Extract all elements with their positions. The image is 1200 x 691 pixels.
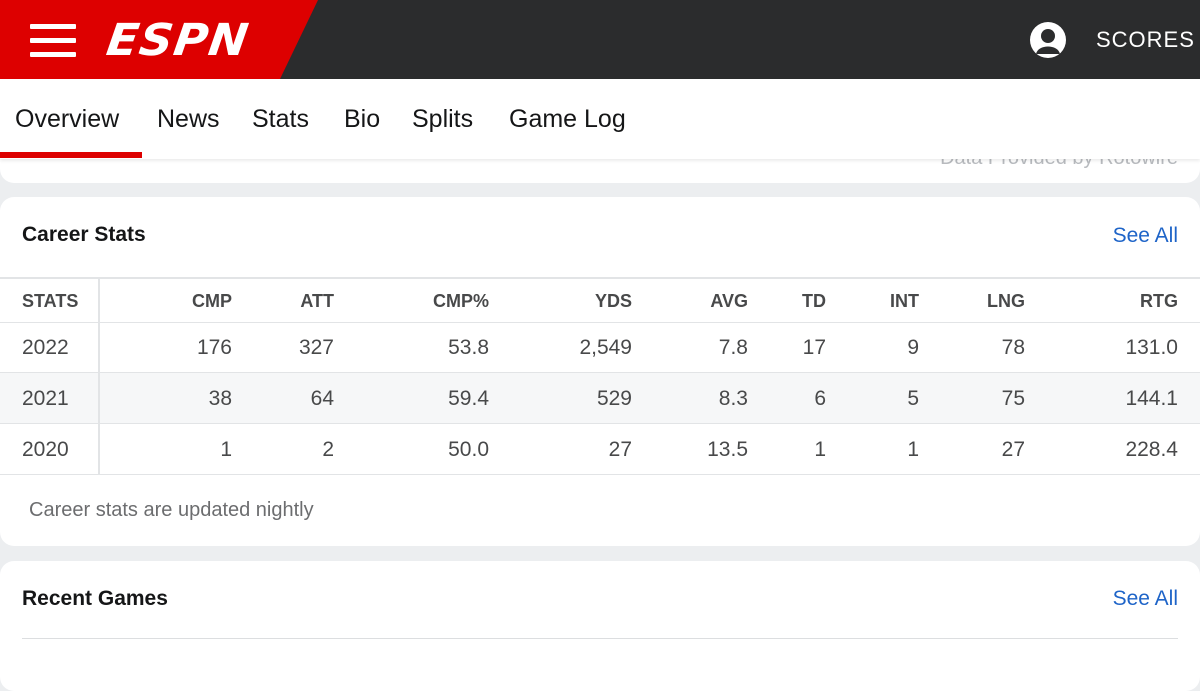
stat-cell: 176	[196, 336, 232, 359]
brand-red-panel	[0, 0, 318, 79]
career-stats-title: Career Stats	[22, 223, 146, 246]
stat-cell: 13.5	[707, 438, 748, 461]
column-divider	[98, 279, 100, 322]
stat-cell: 1	[220, 438, 232, 461]
stat-cell: 529	[596, 387, 632, 410]
stat-cell: 1	[814, 438, 826, 461]
column-divider	[98, 373, 100, 423]
stat-cell: 64	[310, 387, 334, 410]
stat-cell: 38	[208, 387, 232, 410]
column-header: CMP%	[432, 291, 489, 311]
tab-stats[interactable]: Stats	[252, 105, 309, 133]
column-header: ATT	[300, 291, 334, 311]
scores-link[interactable]: SCORES	[1096, 27, 1195, 52]
table-row: 2021 38 64 59.4 529 8.3 6 5 75 144.1	[0, 373, 1200, 424]
stat-cell: 228.4	[1125, 438, 1178, 461]
section-divider	[22, 638, 1178, 639]
season-cell: 2021	[22, 387, 69, 410]
stat-cell: 1	[907, 438, 919, 461]
top-nav-bar: ESPN SCORES	[0, 0, 1200, 79]
tab-news[interactable]: News	[157, 105, 220, 133]
espn-logo[interactable]: ESPN	[103, 15, 253, 66]
stat-cell: 53.8	[448, 336, 489, 359]
career-stats-card: Career Stats See All STATS CMP ATT CMP% …	[0, 197, 1200, 546]
table-header-row: STATS CMP ATT CMP% YDS AVG TD INT LNG RT…	[0, 277, 1200, 323]
brand-area: ESPN	[0, 0, 318, 79]
tab-game-log[interactable]: Game Log	[509, 105, 626, 133]
column-header: RTG	[1140, 291, 1178, 311]
column-header: CMP	[192, 291, 232, 311]
table-row: 2020 1 2 50.0 27 13.5 1 1 27 228.4	[0, 424, 1200, 475]
stat-cell: 7.8	[718, 336, 748, 359]
player-tabs: Overview News Stats Bio Splits Game Log	[0, 79, 1200, 159]
column-header: AVG	[710, 291, 748, 311]
stat-cell: 78	[1001, 336, 1025, 359]
stat-cell: 9	[907, 336, 919, 359]
account-icon[interactable]	[1030, 22, 1066, 58]
stat-cell: 5	[907, 387, 919, 410]
menu-icon[interactable]	[30, 22, 78, 58]
stat-cell: 27	[608, 438, 632, 461]
stat-cell: 17	[802, 336, 826, 359]
stat-cell: 327	[298, 336, 334, 359]
stat-cell: 59.4	[448, 387, 489, 410]
recent-games-see-all-link[interactable]: See All	[1112, 587, 1178, 610]
table-row: 2022 176 327 53.8 2,549 7.8 17 9 78 131.…	[0, 322, 1200, 373]
season-cell: 2022	[22, 336, 69, 359]
column-divider	[98, 424, 100, 474]
season-cell: 2020	[22, 438, 69, 461]
column-divider	[98, 322, 100, 372]
tab-overview[interactable]: Overview	[15, 105, 120, 133]
stat-cell: 2,549	[579, 336, 632, 359]
stat-cell: 2	[322, 438, 334, 461]
career-stats-note: Career stats are updated nightly	[29, 499, 314, 521]
career-stats-see-all-link[interactable]: See All	[1112, 224, 1178, 247]
recent-games-title: Recent Games	[22, 587, 168, 610]
stat-cell: 50.0	[448, 438, 489, 461]
stat-cell: 144.1	[1125, 387, 1178, 410]
column-header: YDS	[594, 291, 632, 311]
column-header: STATS	[22, 291, 79, 311]
stat-cell: 27	[1001, 438, 1025, 461]
active-tab-indicator	[0, 152, 142, 158]
stat-cell: 131.0	[1125, 336, 1178, 359]
column-header: INT	[890, 291, 919, 311]
stat-cell: 75	[1001, 387, 1025, 410]
column-header: LNG	[987, 291, 1025, 311]
stat-cell: 6	[814, 387, 826, 410]
tab-bio[interactable]: Bio	[344, 105, 381, 133]
stat-cell: 8.3	[718, 387, 748, 410]
tab-splits[interactable]: Splits	[412, 105, 474, 133]
recent-games-card: Recent Games See All	[0, 561, 1200, 691]
column-header: TD	[802, 291, 826, 311]
